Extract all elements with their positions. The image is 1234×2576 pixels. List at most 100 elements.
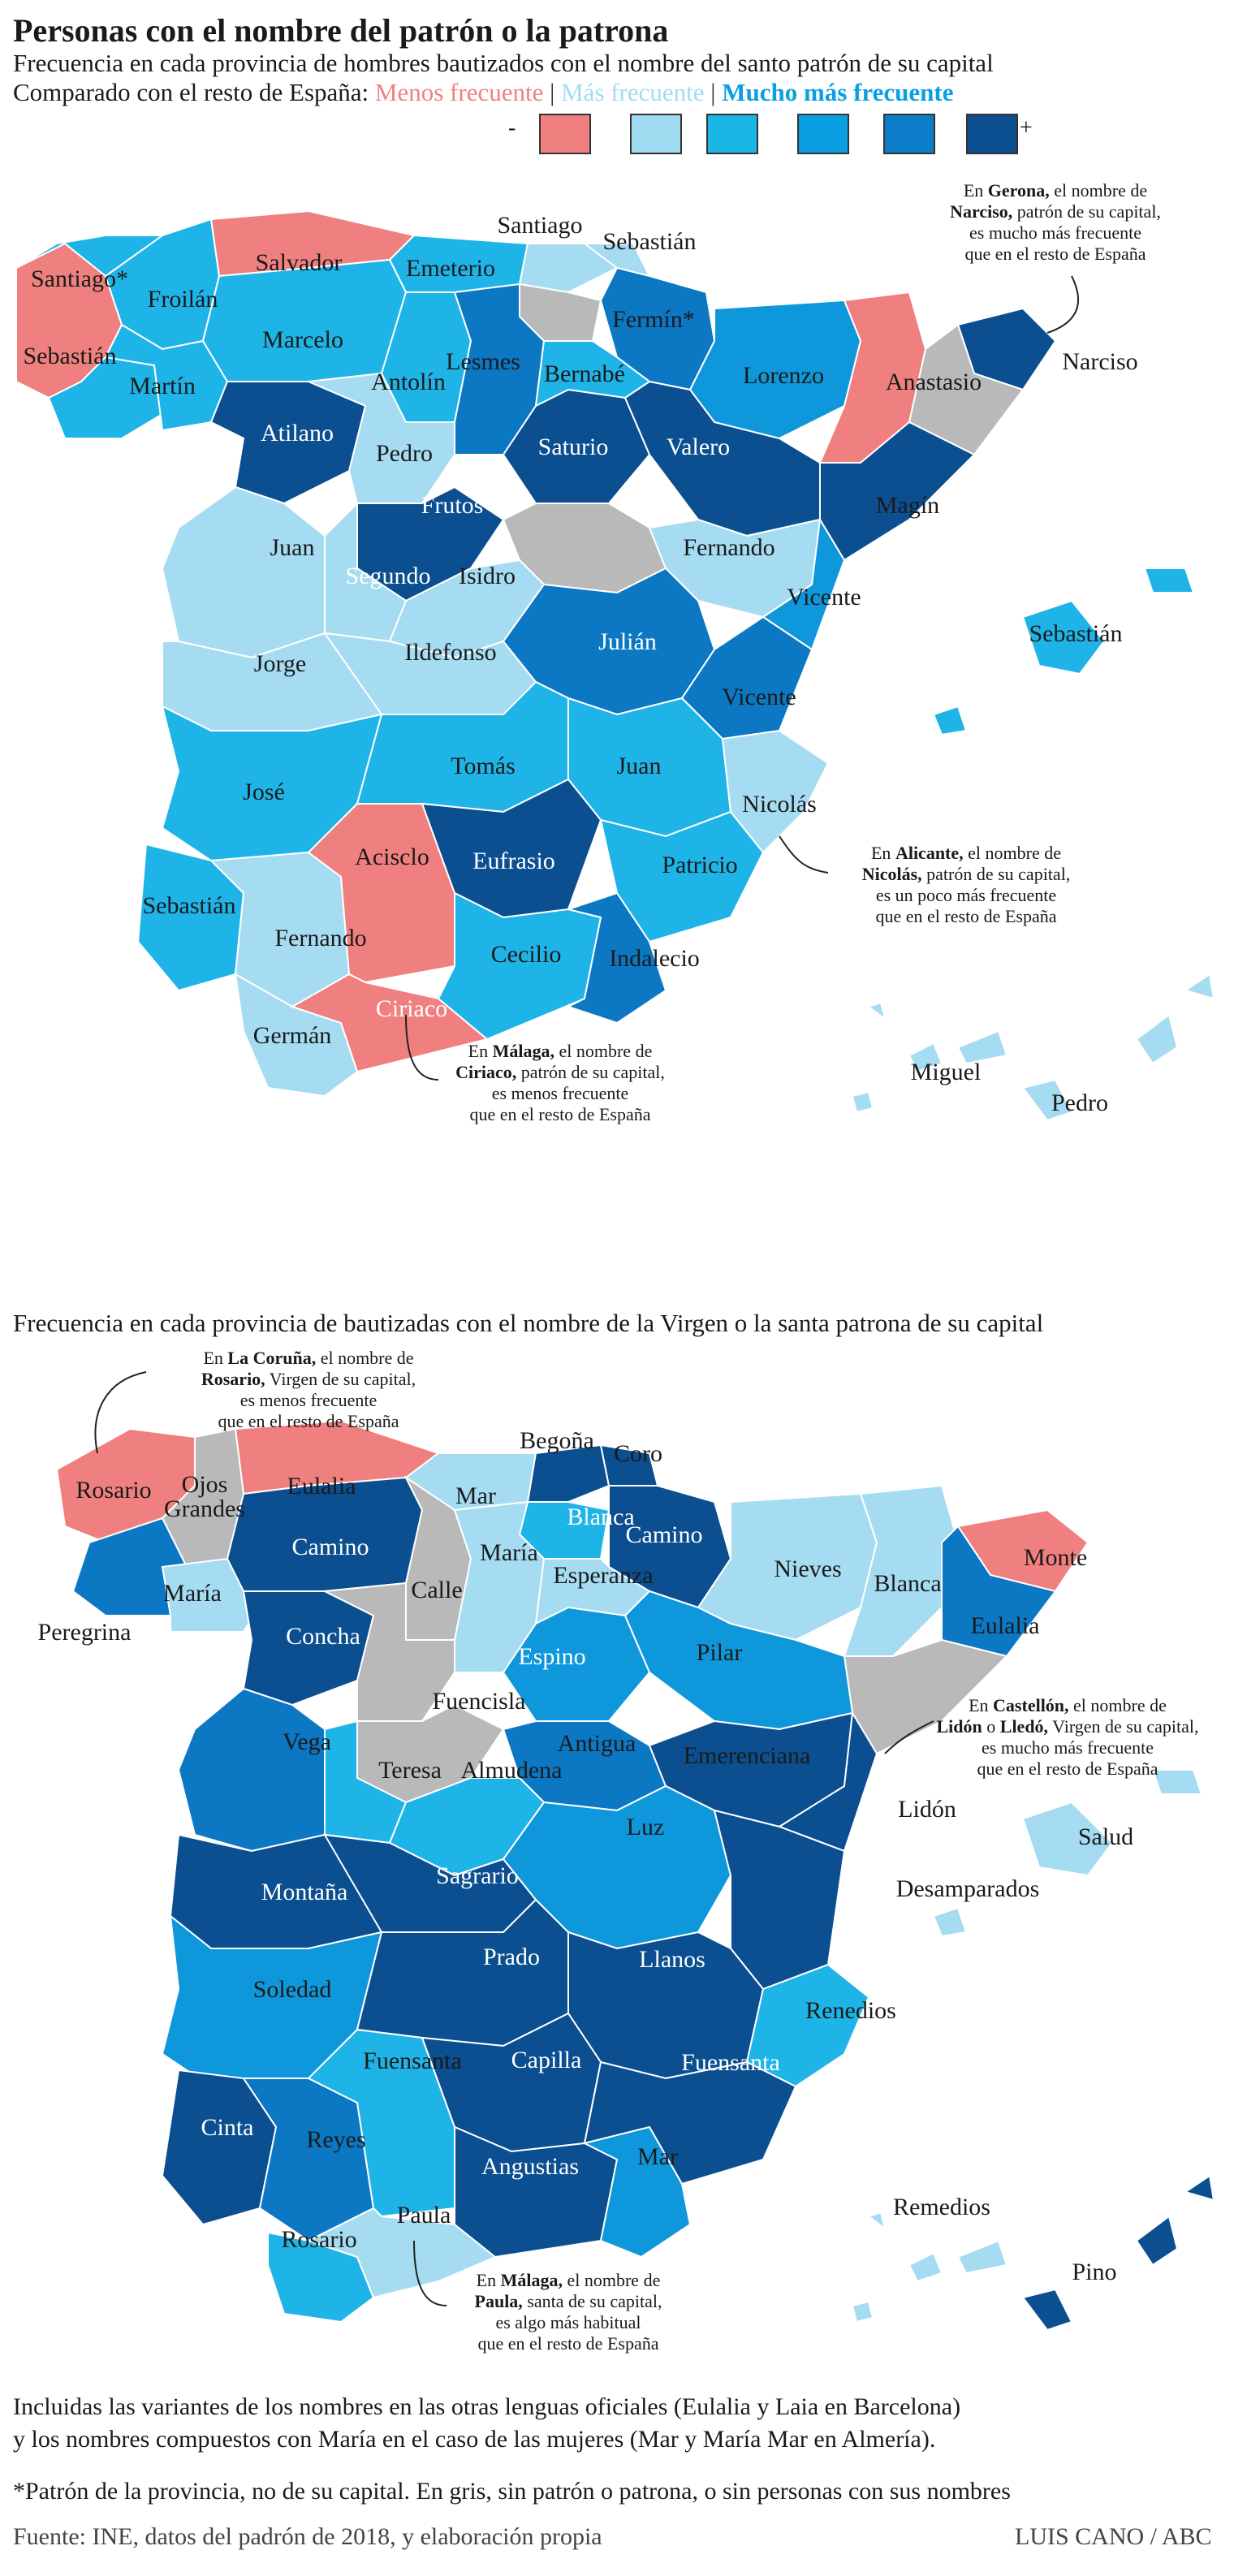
- note-alicante: En Alicante, el nombre de Nicolás, patró…: [861, 843, 1071, 926]
- province-label: Concha: [286, 1623, 360, 1650]
- province-baleares: [932, 567, 1195, 736]
- province-label: Teresa: [378, 1757, 442, 1784]
- legend-less-label: Menos frecuente: [374, 78, 544, 106]
- province-label: Soledad: [253, 1976, 332, 2003]
- legend-minus: -: [508, 115, 516, 140]
- province-label: Coro: [614, 1440, 662, 1467]
- note-malaga-men: En Málaga, el nombre de Ciriaco, patrón …: [455, 1041, 665, 1124]
- legend-swatch: [706, 114, 758, 154]
- callout-line-malaga: [405, 1014, 439, 1081]
- province-label: Segundo: [346, 563, 431, 589]
- province-label: Paula: [397, 2202, 451, 2229]
- map-men: Santiago Sebastián Santiago* Salvador Emeter…: [15, 209, 1215, 1122]
- province-label: Calle: [411, 1577, 462, 1603]
- subtitle-women: Frecuencia en cada provincia de bautizad…: [13, 1309, 1044, 1337]
- callout-line-gerona: [1046, 275, 1080, 334]
- province-valladolid: [321, 1581, 455, 1722]
- province-label: Antigua: [558, 1730, 636, 1757]
- province-label: Camino: [626, 1521, 703, 1548]
- province-vizcaya: [518, 243, 619, 294]
- province-label: Rosario: [76, 1477, 151, 1504]
- province-label: Salud: [1078, 1823, 1133, 1850]
- province-label: Tomás: [451, 753, 516, 779]
- province-label: Eulalia: [971, 1612, 1040, 1639]
- province-label: Espino: [518, 1643, 585, 1670]
- legend-swatch: [883, 114, 935, 154]
- footer-note-3: *Patrón de la provincia, no de su capita…: [13, 2478, 1011, 2505]
- province-label: Sebastián: [24, 343, 117, 369]
- province-tenerife: [851, 1001, 1008, 1114]
- province-tenerife: [851, 2211, 1008, 2324]
- province-label: Froilán: [148, 286, 218, 313]
- province-label: Bernabé: [544, 360, 625, 387]
- province-label: Ildefonso: [404, 639, 496, 666]
- province-label: Sebastián: [143, 892, 236, 919]
- province-label: Fuencisla: [433, 1688, 526, 1715]
- province-label: Narciso: [1062, 348, 1137, 375]
- province-label: Almudena: [461, 1757, 563, 1784]
- province-label: Sagrario: [436, 1862, 519, 1889]
- province-label: Nieves: [774, 1556, 841, 1582]
- province-label: Juan: [270, 534, 315, 561]
- province-label: Isidro: [459, 563, 516, 589]
- province-label: Marcelo: [262, 326, 343, 353]
- province-almeria: [565, 891, 667, 1025]
- province-label: Fuensanta: [681, 2049, 780, 2076]
- province-laspalmas: [1021, 2174, 1215, 2332]
- province-label: Miguel: [911, 1059, 982, 1085]
- legend-caption: Comparado con el resto de España: Menos …: [13, 78, 954, 106]
- province-valladolid: [305, 372, 455, 504]
- province-label: Ojos: [182, 1471, 228, 1498]
- province-label: Anastasio: [886, 369, 982, 395]
- province-label: Desamparados: [896, 1875, 1040, 1902]
- province-label: Eufrasio: [472, 848, 555, 874]
- province-baleares: [932, 1769, 1203, 1938]
- province-label: Eulalia: [287, 1473, 356, 1499]
- province-label: María: [480, 1539, 538, 1566]
- legend-much-more-label: Mucho más frecuente: [722, 78, 954, 106]
- province-label: Pilar: [697, 1639, 743, 1666]
- legend-prefix: Comparado con el resto de España:: [13, 78, 369, 106]
- province-laspalmas: [1021, 973, 1215, 1122]
- province-label: Lidón: [898, 1796, 956, 1823]
- province-label: Cecilio: [491, 941, 562, 968]
- callout-line-coruna: [94, 1371, 147, 1454]
- footer-note-1: Incluidas las variantes de los nombres e…: [13, 2393, 961, 2420]
- province-label: Luz: [627, 1814, 665, 1840]
- legend-more-label: Más frecuente: [561, 78, 705, 106]
- note-castellon: En Castellón, el nombre de Lidón o Lledó…: [936, 1695, 1199, 1779]
- province-label: Prado: [483, 1944, 540, 1970]
- province-label: Remedios: [893, 2194, 990, 2220]
- note-gerona: En Gerona, el nombre de Narciso, patrón …: [950, 180, 1161, 264]
- source: Fuente: INE, datos del padrón de 2018, y…: [13, 2523, 602, 2550]
- province-label: Renedios: [805, 1997, 896, 2024]
- province-label: Antolín: [371, 369, 446, 395]
- province-label: Emeterio: [406, 255, 495, 282]
- province-label: Grandes: [164, 1495, 245, 1522]
- province-label: Pino: [1072, 2259, 1116, 2285]
- province-label: Blanca: [874, 1570, 941, 1597]
- province-label: Saturio: [538, 434, 609, 460]
- province-label: José: [243, 779, 285, 805]
- legend-swatch: [966, 114, 1018, 154]
- subtitle-men: Frecuencia en cada provincia de hombres …: [13, 49, 994, 77]
- province-leon: [201, 258, 408, 382]
- province-label: Lorenzo: [743, 362, 824, 389]
- province-label: Santiago: [498, 212, 583, 239]
- province-label: Nicolás: [742, 791, 817, 818]
- province-label: Jorge: [254, 650, 306, 677]
- callout-line-castellon: [884, 1720, 934, 1754]
- province-label: Llanos: [639, 1946, 705, 1973]
- province-label: Mar: [637, 2143, 678, 2170]
- page-title: Personas con el nombre del patrón o la p…: [13, 12, 669, 49]
- province-label: Blanca: [567, 1504, 634, 1530]
- province-label: Martín: [129, 373, 196, 399]
- province-label: Fernando: [683, 534, 774, 561]
- province-label: Lesmes: [446, 348, 520, 375]
- legend-swatch: [630, 114, 682, 154]
- province-almeria: [582, 2125, 692, 2259]
- province-label: Sebastián: [1029, 620, 1123, 647]
- province-label: Peregrina: [38, 1619, 132, 1646]
- legend-swatch: [539, 114, 591, 154]
